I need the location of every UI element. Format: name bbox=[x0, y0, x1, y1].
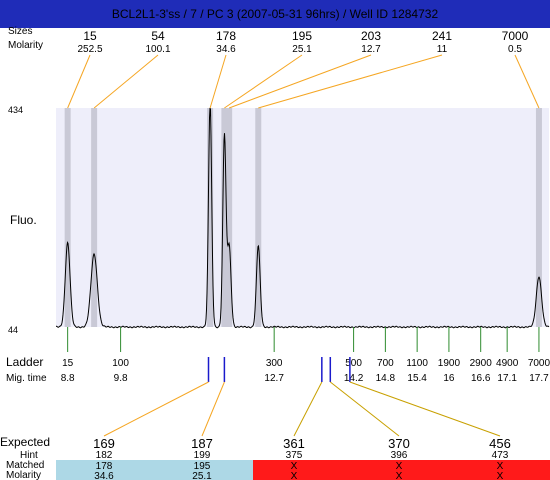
matched-molarity: 34.6 bbox=[94, 471, 114, 480]
expected-label: Expected bbox=[0, 435, 50, 449]
expected-size: 187 bbox=[191, 436, 213, 451]
ladder-size: 2900 bbox=[470, 358, 493, 369]
row-molarity-label: Molarity bbox=[6, 470, 41, 480]
y-tick-bottom: 44 bbox=[8, 325, 18, 335]
matched-label: Matched bbox=[6, 460, 44, 471]
ladder-ticks bbox=[67, 327, 540, 352]
peak-size-label: 241 bbox=[432, 29, 452, 43]
peak-connector bbox=[209, 54, 227, 109]
hint-size: 473 bbox=[492, 450, 509, 461]
matched-molarity: X bbox=[291, 471, 298, 480]
matched-size: X bbox=[291, 461, 298, 472]
hint-size: 199 bbox=[194, 450, 211, 461]
peak-connector bbox=[67, 54, 91, 109]
peak-connector bbox=[93, 54, 159, 109]
peak-connector bbox=[228, 54, 372, 109]
expected-connector bbox=[103, 381, 209, 437]
peak-molarity-label: 252.5 bbox=[77, 44, 102, 55]
hint-size: 182 bbox=[96, 450, 113, 461]
matched-size: 195 bbox=[194, 461, 211, 472]
peak-molarity-label: 0.5 bbox=[508, 44, 522, 55]
fluorescence-trace bbox=[56, 107, 550, 329]
peak-bands bbox=[64, 108, 542, 327]
expected-size: 456 bbox=[489, 436, 511, 451]
peak-band bbox=[255, 108, 262, 327]
matched-size: 178 bbox=[96, 461, 113, 472]
matched-size: X bbox=[396, 461, 403, 472]
ladder-time: 8.8 bbox=[61, 373, 75, 384]
peak-molarity-label: 11 bbox=[437, 44, 448, 55]
matched-band bbox=[56, 460, 253, 480]
peak-connector bbox=[224, 54, 303, 109]
hint-label: Hint bbox=[20, 450, 38, 461]
ladder-time: 12.7 bbox=[264, 373, 284, 384]
expected-connector bbox=[201, 381, 225, 437]
ladder-size: 100 bbox=[112, 358, 129, 369]
ladder-time: 9.8 bbox=[114, 373, 128, 384]
peak-molarity-label: 25.1 bbox=[292, 44, 312, 55]
peak-band bbox=[207, 108, 214, 327]
ladder-size: 700 bbox=[377, 358, 394, 369]
expected-size: 169 bbox=[93, 436, 115, 451]
ladder-size: 300 bbox=[266, 358, 283, 369]
ladder-size: 4900 bbox=[496, 358, 519, 369]
ladder-time: 14.2 bbox=[344, 373, 364, 384]
expected-connector bbox=[329, 381, 400, 437]
expected-connector bbox=[293, 381, 323, 437]
expected-connectors bbox=[103, 381, 501, 437]
ladder-label: Ladder bbox=[6, 355, 43, 369]
peak-size-label: 15 bbox=[83, 29, 97, 43]
ladder-time: 15.4 bbox=[407, 373, 427, 384]
molarity-label: Molarity bbox=[8, 40, 43, 51]
ladder-size: 1100 bbox=[406, 358, 428, 369]
ladder-size: 15 bbox=[62, 358, 74, 369]
hint-size: 375 bbox=[286, 450, 303, 461]
matched-molarity: 25.1 bbox=[192, 471, 212, 480]
ladder-time: 17.1 bbox=[497, 373, 517, 384]
ladder-time: 16.6 bbox=[471, 373, 491, 384]
peak-size-label: 178 bbox=[216, 29, 236, 43]
peak-band bbox=[535, 108, 542, 327]
peak-connector bbox=[258, 54, 443, 109]
plot-area bbox=[56, 108, 549, 327]
peak-connector bbox=[514, 54, 540, 109]
y-axis-label: Fluo. bbox=[10, 213, 37, 227]
chart-title: BCL2L1-3'ss / 7 / PC 3 (2007-05-31 96hrs… bbox=[112, 7, 439, 21]
matched-size: X bbox=[497, 461, 504, 472]
ladder-time: 17.7 bbox=[529, 373, 549, 384]
ladder-labels: 15 8.8 100 9.8 300 12.7 500 14.2 700 14.8 1100 15.4… bbox=[61, 358, 550, 384]
expected-connector bbox=[349, 381, 501, 437]
peak-molarity-label: 34.6 bbox=[216, 44, 236, 55]
peak-connectors bbox=[67, 54, 540, 109]
expected-size: 370 bbox=[388, 436, 410, 451]
peak-band bbox=[91, 108, 98, 327]
expected-size: 361 bbox=[283, 436, 305, 451]
sizes-label: Sizes bbox=[8, 26, 32, 37]
ladder-time: 16 bbox=[443, 373, 455, 384]
matched-molarity: X bbox=[396, 471, 403, 480]
peak-band bbox=[226, 108, 233, 327]
peak-band bbox=[221, 108, 228, 327]
peak-size-label: 54 bbox=[151, 29, 165, 43]
hint-size: 396 bbox=[391, 450, 408, 461]
matched-molarity: X bbox=[497, 471, 504, 480]
peak-molarity-label: 100.1 bbox=[145, 44, 170, 55]
peak-band bbox=[64, 108, 71, 327]
ladder-time: 14.8 bbox=[376, 373, 396, 384]
ladder-size: 7000 bbox=[528, 358, 550, 369]
y-tick-top: 434 bbox=[8, 105, 23, 115]
peak-size-label: 203 bbox=[361, 29, 381, 43]
expected-markers bbox=[207, 357, 351, 382]
peak-size-label: 7000 bbox=[502, 29, 529, 43]
title-bar bbox=[0, 0, 550, 28]
expected-columns: 16918217834.618719919525.1361375XX370396… bbox=[93, 436, 511, 480]
ladder-size: 1900 bbox=[438, 358, 461, 369]
missing-band bbox=[253, 460, 550, 480]
mig-time-label: Mig. time bbox=[6, 373, 47, 384]
ladder-size: 500 bbox=[345, 358, 362, 369]
peak-molarity-label: 12.7 bbox=[361, 44, 381, 55]
peak-size-label: 195 bbox=[292, 29, 312, 43]
